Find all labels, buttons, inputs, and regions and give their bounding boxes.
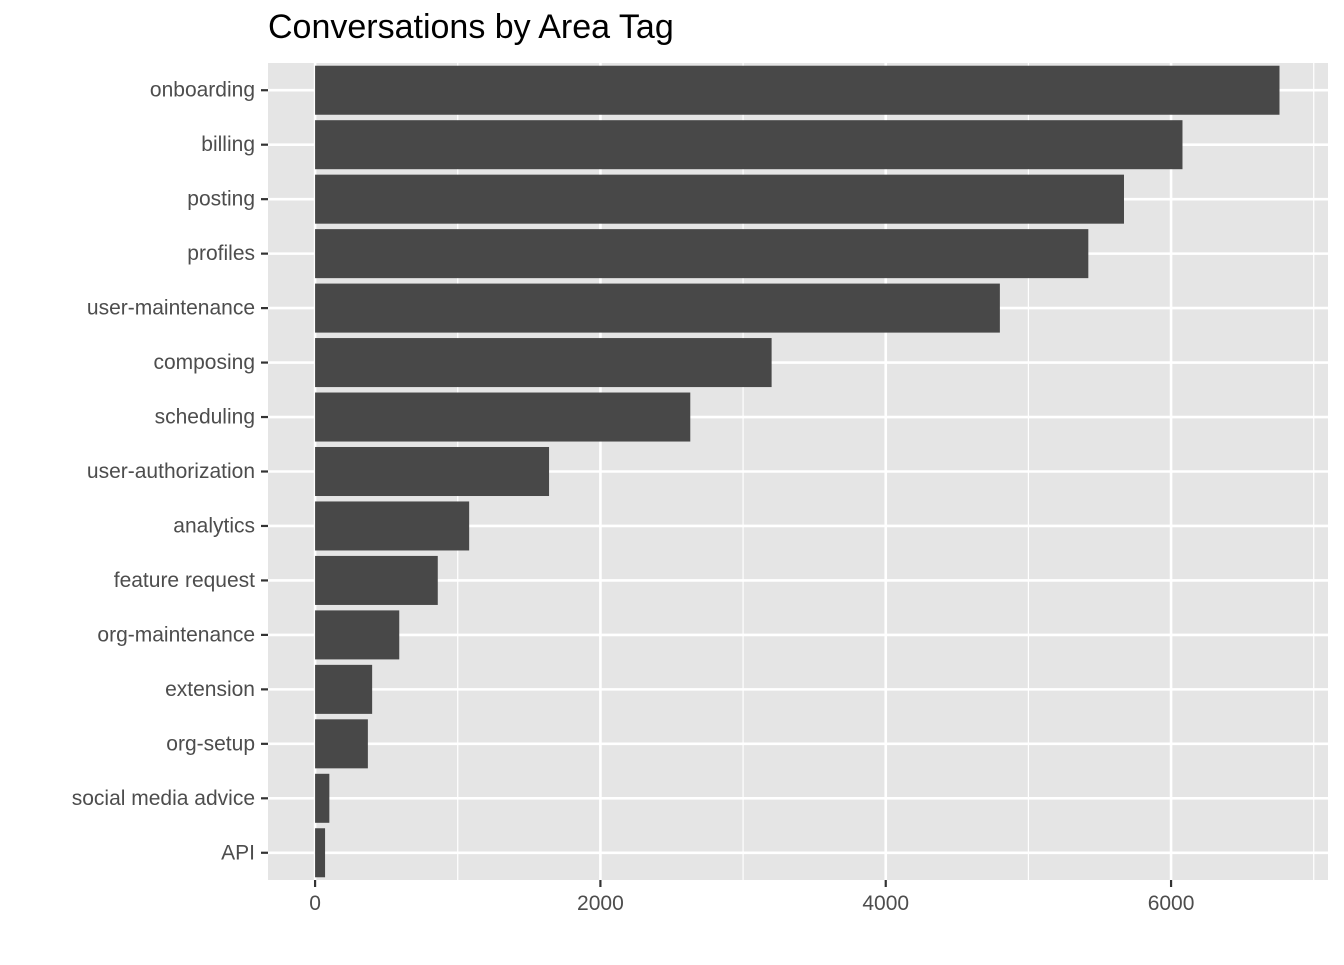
y-tick-label: feature request bbox=[114, 569, 255, 592]
bar-user-authorization bbox=[315, 446, 550, 497]
bar-org-setup bbox=[315, 719, 368, 769]
bar-social-media-advice bbox=[315, 773, 330, 823]
x-tick-label: 2000 bbox=[577, 892, 624, 915]
bar-onboarding bbox=[315, 65, 1280, 115]
y-tick-label: composing bbox=[153, 351, 255, 374]
bar-feature-request bbox=[315, 555, 438, 605]
y-tick-label: posting bbox=[187, 188, 255, 211]
y-tick-label: onboarding bbox=[150, 79, 255, 102]
bar-org-maintenance bbox=[315, 610, 400, 660]
y-tick-label: user-authorization bbox=[87, 460, 255, 483]
y-tick-label: analytics bbox=[173, 514, 255, 537]
y-tick-label: billing bbox=[201, 133, 255, 156]
chart-title: Conversations by Area Tag bbox=[268, 8, 674, 46]
bar-api bbox=[315, 828, 326, 878]
x-tick-label: 4000 bbox=[862, 892, 909, 915]
bar-posting bbox=[315, 174, 1124, 224]
bar-analytics bbox=[315, 501, 470, 551]
y-tick-label: profiles bbox=[187, 242, 255, 265]
y-tick-label: API bbox=[221, 841, 255, 864]
y-tick-label: user-maintenance bbox=[87, 297, 255, 320]
y-tick-label: scheduling bbox=[155, 406, 255, 429]
bar-composing bbox=[315, 338, 772, 388]
y-tick-label: extension bbox=[165, 678, 255, 701]
x-tick-label: 0 bbox=[309, 892, 321, 915]
bar-billing bbox=[315, 120, 1183, 170]
y-tick-label: org-maintenance bbox=[97, 623, 255, 646]
y-tick-label: social media advice bbox=[72, 787, 255, 810]
bar-scheduling bbox=[315, 392, 691, 442]
y-tick-label: org-setup bbox=[166, 732, 255, 755]
bar-extension bbox=[315, 664, 373, 714]
x-tick-label: 6000 bbox=[1148, 892, 1195, 915]
bar-profiles bbox=[315, 229, 1089, 279]
bar-user-maintenance bbox=[315, 283, 1000, 333]
